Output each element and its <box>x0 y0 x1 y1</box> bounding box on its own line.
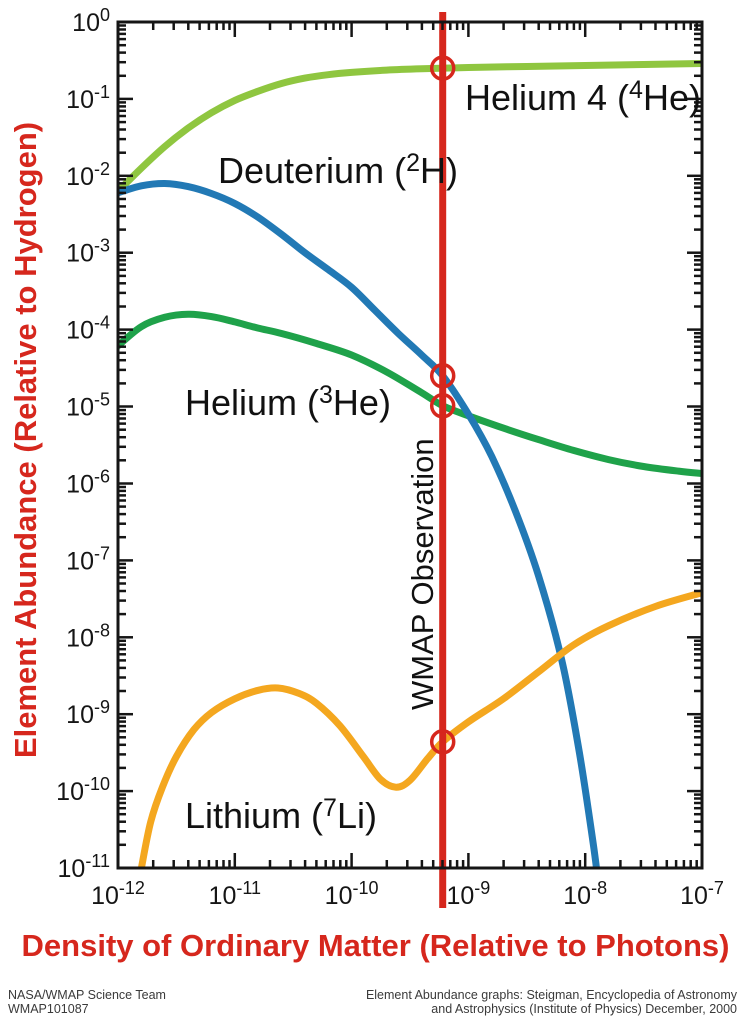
y-tick-label-1e-7: 10-7 <box>66 543 110 575</box>
observation-circle-2 <box>429 393 456 419</box>
credit-right: Element Abundance graphs: Steigman, Ency… <box>366 988 737 1016</box>
x-tick-label-1e-7: 10-7 <box>680 878 724 910</box>
tick-labels: 10-12 10-11 10-10 10-9 10-8 10-710010-110-210… <box>56 5 724 910</box>
wmap-observation-label: WMAP Observation <box>405 438 440 710</box>
x-tick-label-1e-9: 10-9 <box>446 878 490 910</box>
abundance-curves <box>118 60 702 868</box>
credit-left: NASA/WMAP Science Team WMAP101087 <box>8 988 166 1016</box>
y-tick-label-1e-10: 10-10 <box>56 774 110 806</box>
y-tick-label-1e-8: 10-8 <box>66 620 110 652</box>
curve-helium-4-4he- <box>118 60 702 195</box>
credit-left-line1: NASA/WMAP Science Team <box>8 988 166 1002</box>
plot-frame <box>116 20 704 870</box>
y-tick-label-1e-1: 10-1 <box>66 82 110 114</box>
observation-circle-1 <box>429 363 456 389</box>
curve-helium-3he- <box>118 310 702 477</box>
x-tick-label-1e-10: 10-10 <box>325 878 379 910</box>
y-tick-label-1e-2: 10-2 <box>66 159 110 191</box>
credit-right-line1: Element Abundance graphs: Steigman, Ency… <box>365 988 737 1002</box>
y-tick-label-1e-9: 10-9 <box>66 697 110 729</box>
curve-lithium-7li- <box>137 589 702 868</box>
y-tick-label-1e-11: 10-11 <box>58 851 111 883</box>
deuterium-label: Deuterium (2H) <box>218 149 458 191</box>
x-tick-label-1e-11: 10-11 <box>209 878 261 910</box>
lithium-label: Lithium (7Li) <box>185 794 377 836</box>
observation-circle-3 <box>429 729 456 755</box>
y-tick-label-1e-3: 10-3 <box>66 236 110 268</box>
y-tick-label-1e0: 100 <box>72 5 110 37</box>
x-tick-label-1e-12: 10-12 <box>91 878 145 910</box>
credit-right-line2: and Astrophysics (Institute of Physics) … <box>431 1002 737 1016</box>
helium3-label: Helium (3He) <box>185 381 391 423</box>
y-tick-label-1e-5: 10-5 <box>66 390 110 422</box>
observation-circle-0 <box>429 55 456 81</box>
credit-left-line2: WMAP101087 <box>8 1002 89 1016</box>
curve-deuterium-2h- <box>118 179 600 868</box>
x-axis-title: Density of Ordinary Matter (Relative to … <box>21 928 730 963</box>
y-tick-label-1e-6: 10-6 <box>66 467 110 499</box>
x-tick-label-1e-8: 10-8 <box>563 878 607 910</box>
y-tick-label-1e-4: 10-4 <box>66 313 110 345</box>
helium4-label: Helium 4 (4He) <box>465 76 701 118</box>
